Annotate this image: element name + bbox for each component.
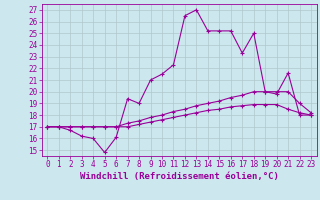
- X-axis label: Windchill (Refroidissement éolien,°C): Windchill (Refroidissement éolien,°C): [80, 172, 279, 181]
